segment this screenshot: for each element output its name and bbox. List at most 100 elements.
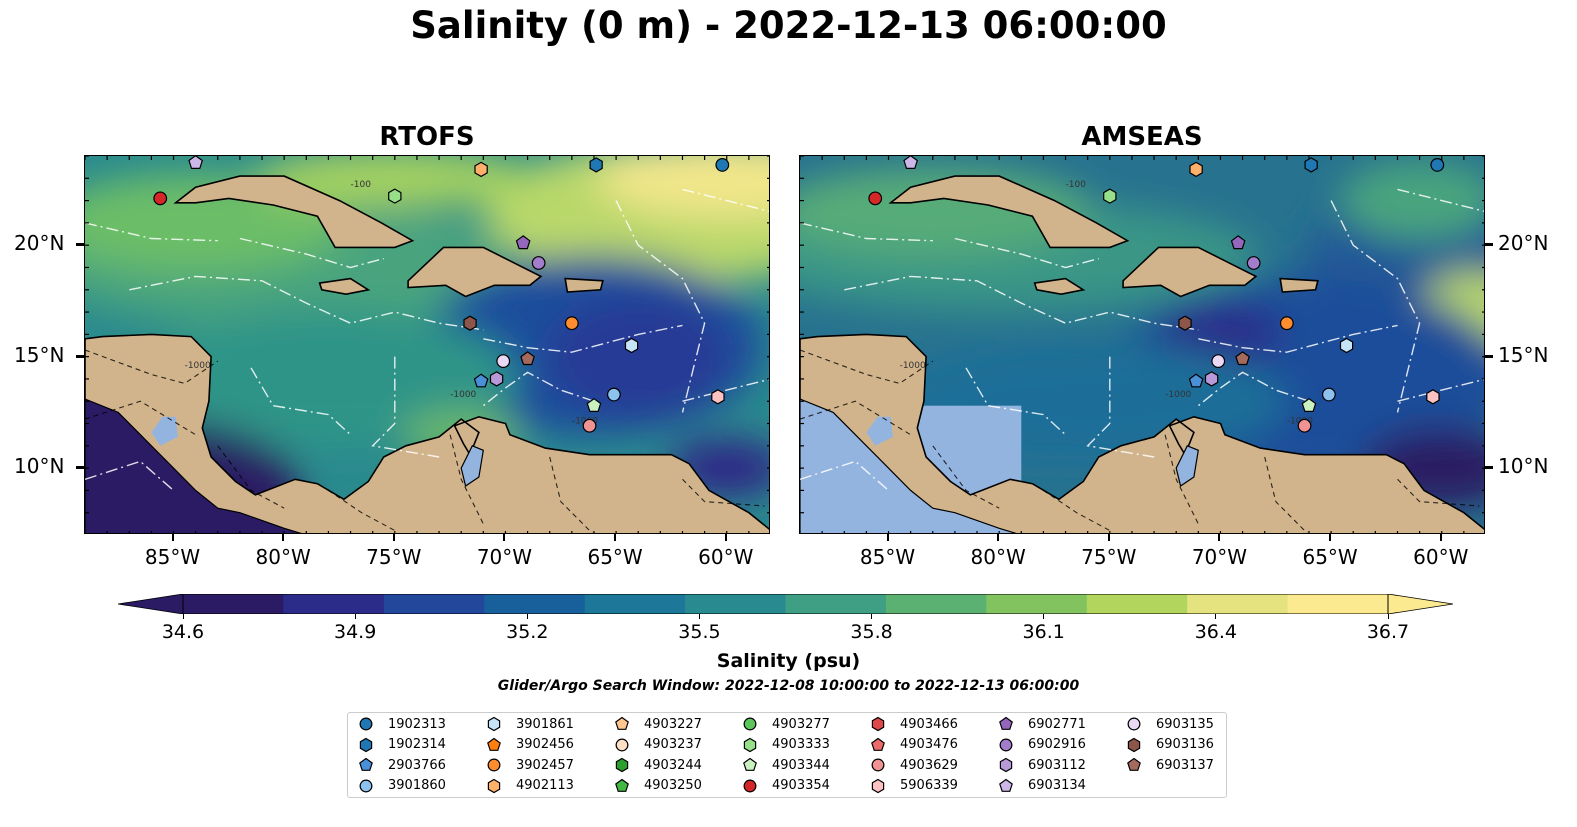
colorbar-tick-label: 36.4 <box>1194 621 1237 643</box>
lat-tick <box>76 466 84 470</box>
map-panel-rtofs: -100-1000-1000-1000 <box>84 155 770 534</box>
lon-tick-label: 75°W <box>366 545 422 569</box>
lat-tick <box>76 243 84 247</box>
float-marker-4903344 <box>1301 397 1317 412</box>
colorbar-segment <box>785 594 887 614</box>
lat-tick <box>1485 354 1493 358</box>
colorbar-tick-label: 34.9 <box>333 621 377 643</box>
colorbar-label: Salinity (psu) <box>716 650 861 672</box>
lon-tick-label: 70°W <box>1191 545 1248 569</box>
pentagon-marker-icon <box>999 716 1013 730</box>
circle-marker-icon <box>743 717 757 731</box>
legend-label: 5906339 <box>900 778 958 793</box>
legend-label: 6903112 <box>1028 757 1086 773</box>
legend-label: 2903766 <box>388 757 446 773</box>
float-marker-1902314 <box>589 157 603 173</box>
legend-marker <box>1127 757 1141 771</box>
colorbar-segment <box>484 594 586 614</box>
float-marker-4903344 <box>586 397 602 412</box>
legend-item: 4903237 <box>614 736 702 754</box>
lon-tick <box>997 534 1000 541</box>
float-marker-6902916 <box>531 256 546 270</box>
colorbar-extend-high <box>1387 593 1454 615</box>
legend-label: 3902457 <box>516 757 574 773</box>
float-marker-6903134 <box>903 156 919 169</box>
legend-item: 4903333 <box>742 736 830 754</box>
lon-tick-label: 65°W <box>1302 545 1358 569</box>
legend-item: 6903112 <box>998 756 1086 774</box>
legend-item: 1902313 <box>358 715 446 733</box>
colorbar-tick <box>871 614 873 619</box>
float-marker-3902457 <box>564 316 579 331</box>
float-marker-6903112 <box>1204 371 1219 387</box>
float-marker-4903333 <box>1103 188 1117 204</box>
float-marker-6903137 <box>1235 351 1250 366</box>
lon-tick <box>886 534 889 541</box>
legend-marker <box>743 757 757 771</box>
circle-marker-icon <box>487 758 501 772</box>
colorbar-segment <box>584 594 686 614</box>
float-marker-3901860 <box>606 387 621 402</box>
float-marker-4903354 <box>153 191 168 206</box>
float-marker-6903137 <box>520 351 535 366</box>
float-marker-2903766 <box>473 373 489 388</box>
panel-title-rtofs: RTOFS <box>379 122 475 152</box>
legend-label: 1902313 <box>388 716 446 732</box>
float-marker-5906339 <box>1426 389 1440 405</box>
amseas-map-svg: -100-1000-1000-1000 <box>800 156 1484 533</box>
float-marker-6903136 <box>1178 315 1192 331</box>
lon-tick-label: 80°W <box>970 545 1026 569</box>
hexagon-marker-icon <box>871 716 885 732</box>
land-cuba <box>888 175 1130 249</box>
circle-marker-icon <box>871 758 885 772</box>
land-central <box>85 333 769 533</box>
legend-marker <box>615 778 629 792</box>
lat-tick-label-right: 20°N <box>1498 231 1549 256</box>
legend-marker <box>615 757 629 773</box>
legend-marker <box>359 737 373 752</box>
lat-tick-label-right: 15°N <box>1498 342 1549 367</box>
legend-item: 4902113 <box>486 777 574 795</box>
legend-marker <box>487 716 501 732</box>
colorbar-gradient <box>117 593 1454 615</box>
colorbar-tick <box>698 614 700 619</box>
land-hisp <box>407 246 543 298</box>
colorbar-segment <box>183 594 284 614</box>
colorbar-segment <box>885 594 987 614</box>
lon-tick <box>614 534 617 541</box>
float-marker-4903333 <box>388 188 402 204</box>
lon-tick <box>724 534 727 541</box>
lon-tick-label: 85°W <box>144 545 201 569</box>
legend-item: 3901861 <box>486 715 574 733</box>
circle-marker-icon <box>743 779 757 792</box>
float-marker-6903134 <box>188 156 204 169</box>
contour-label: -1000 <box>450 390 476 400</box>
colorbar-segment <box>383 594 485 614</box>
colorbar-segment <box>1187 594 1289 614</box>
legend-label: 4903354 <box>772 778 830 793</box>
float-marker-4903629 <box>1297 418 1312 433</box>
legend-item: 6902771 <box>998 715 1086 733</box>
legend-marker <box>1127 717 1141 731</box>
float-marker-6903136 <box>463 315 477 331</box>
legend-label: 6903136 <box>1156 737 1214 752</box>
legend-marker <box>999 778 1013 792</box>
legend-label: 4903277 <box>772 716 830 732</box>
hexagon-marker-icon <box>999 757 1013 773</box>
hexagon-marker-icon <box>615 757 629 773</box>
circle-marker-icon <box>999 738 1013 751</box>
lon-tick <box>392 534 395 541</box>
circle-marker-icon <box>1127 717 1141 731</box>
land-cuba <box>173 175 415 249</box>
lat-tick <box>76 354 84 358</box>
legend-item: 2903766 <box>358 756 446 774</box>
legend-marker <box>871 778 885 793</box>
legend-item: 4903244 <box>614 756 702 774</box>
legend-item: 6903137 <box>1126 756 1214 774</box>
colorbar-tick-label: 34.6 <box>161 621 205 643</box>
float-marker-6902916 <box>1246 256 1261 270</box>
legend-label: 4903237 <box>644 737 702 752</box>
legend-item: 4903476 <box>870 736 958 754</box>
figure-title: Salinity (0 m) - 2022-12-13 06:00:00 <box>410 4 1167 47</box>
float-marker-3901861 <box>1339 337 1354 354</box>
